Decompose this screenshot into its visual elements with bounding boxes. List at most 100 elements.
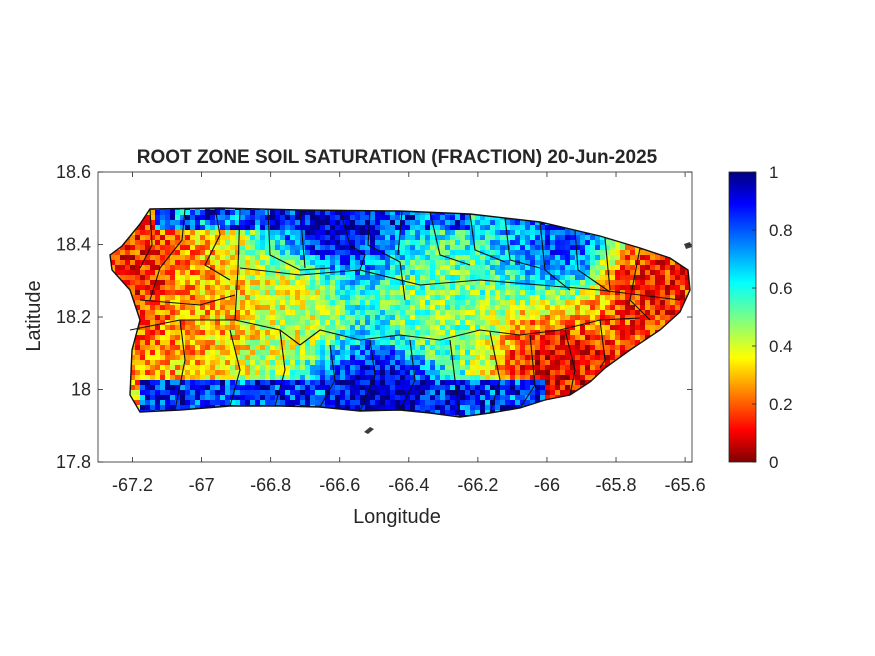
heatmap-cell — [545, 375, 551, 381]
heatmap-cell — [545, 295, 551, 301]
heatmap-cell — [445, 360, 451, 366]
heatmap-cell — [575, 340, 581, 346]
map-title: ROOT ZONE SOIL SATURATION (FRACTION) 20-… — [137, 147, 658, 168]
heatmap-cell — [330, 310, 336, 316]
heatmap-cell — [415, 280, 421, 286]
heatmap-cell — [680, 295, 686, 301]
heatmap-cell — [465, 305, 471, 311]
heatmap-cell — [435, 265, 441, 271]
heatmap-cell — [495, 285, 501, 291]
heatmap-cell — [350, 285, 356, 291]
heatmap-cell — [455, 315, 461, 321]
heatmap-cell — [475, 340, 481, 346]
heatmap-cell — [390, 320, 396, 326]
heatmap-cell — [340, 355, 346, 361]
heatmap-cell — [125, 245, 131, 251]
heatmap-cell — [520, 395, 526, 401]
heatmap-cell — [445, 405, 451, 411]
heatmap-cell — [620, 350, 626, 356]
heatmap-cell — [170, 265, 176, 271]
heatmap-cell — [485, 330, 491, 336]
heatmap-cell — [175, 240, 181, 246]
heatmap-cell — [560, 365, 566, 371]
heatmap-cell — [595, 265, 601, 271]
heatmap-cell — [425, 230, 431, 236]
heatmap-cell — [340, 380, 346, 386]
heatmap-cell — [185, 240, 191, 246]
heatmap-cell — [270, 365, 276, 371]
heatmap-cell — [300, 310, 306, 316]
heatmap-cell — [670, 305, 676, 311]
heatmap-cell — [305, 215, 311, 221]
heatmap-cell — [605, 255, 611, 261]
heatmap-cell — [565, 365, 571, 371]
heatmap-cell — [325, 290, 331, 296]
heatmap-cell — [505, 260, 511, 266]
heatmap-cell — [170, 245, 176, 251]
heatmap-cell — [270, 320, 276, 326]
heatmap-cell — [355, 240, 361, 246]
heatmap-cell — [275, 320, 281, 326]
heatmap-cell — [485, 315, 491, 321]
heatmap-cell — [305, 335, 311, 341]
heatmap-cell — [265, 355, 271, 361]
heatmap-cell — [545, 230, 551, 236]
heatmap-cell — [280, 300, 286, 306]
heatmap-cell — [215, 355, 221, 361]
heatmap-cell — [160, 250, 166, 256]
heatmap-cell — [535, 375, 541, 381]
heatmap-cell — [490, 245, 496, 251]
heatmap-cell — [330, 380, 336, 386]
heatmap-cell — [190, 325, 196, 331]
heatmap-cell — [250, 295, 256, 301]
heatmap-cell — [140, 230, 146, 236]
heatmap-cell — [485, 345, 491, 351]
heatmap-cell — [445, 400, 451, 406]
heatmap-cell — [365, 210, 371, 216]
heatmap-cell — [220, 395, 226, 401]
heatmap-cell — [285, 250, 291, 256]
heatmap-cell — [230, 345, 236, 351]
heatmap-cell — [605, 360, 611, 366]
heatmap-cell — [190, 290, 196, 296]
heatmap-cell — [530, 250, 536, 256]
heatmap-cell — [605, 295, 611, 301]
heatmap-cell — [250, 245, 256, 251]
heatmap-cell — [610, 305, 616, 311]
heatmap-cell — [450, 365, 456, 371]
heatmap-cell — [295, 275, 301, 281]
heatmap-cell — [470, 300, 476, 306]
heatmap-cell — [280, 360, 286, 366]
heatmap-cell — [250, 350, 256, 356]
heatmap-cell — [425, 260, 431, 266]
heatmap-cell — [355, 290, 361, 296]
heatmap-cell — [405, 210, 411, 216]
heatmap-cell — [355, 280, 361, 286]
heatmap-cell — [555, 320, 561, 326]
heatmap-cell — [395, 375, 401, 381]
heatmap-cell — [300, 350, 306, 356]
heatmap-cell — [645, 290, 651, 296]
heatmap-cell — [355, 215, 361, 221]
heatmap-cell — [340, 375, 346, 381]
heatmap-cell — [440, 295, 446, 301]
heatmap-cell — [360, 405, 366, 411]
heatmap-cell — [145, 400, 151, 406]
heatmap-cell — [540, 275, 546, 281]
heatmap-cell — [340, 385, 346, 391]
heatmap-cell — [175, 350, 181, 356]
heatmap-cell — [220, 280, 226, 286]
heatmap-cell — [220, 370, 226, 376]
heatmap-cell — [465, 350, 471, 356]
heatmap-cell — [420, 230, 426, 236]
heatmap-cell — [180, 215, 186, 221]
heatmap-cell — [120, 255, 126, 261]
heatmap-cell — [575, 345, 581, 351]
heatmap-cell — [555, 380, 561, 386]
heatmap-cell — [485, 320, 491, 326]
heatmap-cell — [400, 300, 406, 306]
heatmap-cell — [365, 340, 371, 346]
heatmap-cell — [290, 260, 296, 266]
heatmap-cell — [155, 315, 161, 321]
heatmap-cell — [410, 365, 416, 371]
